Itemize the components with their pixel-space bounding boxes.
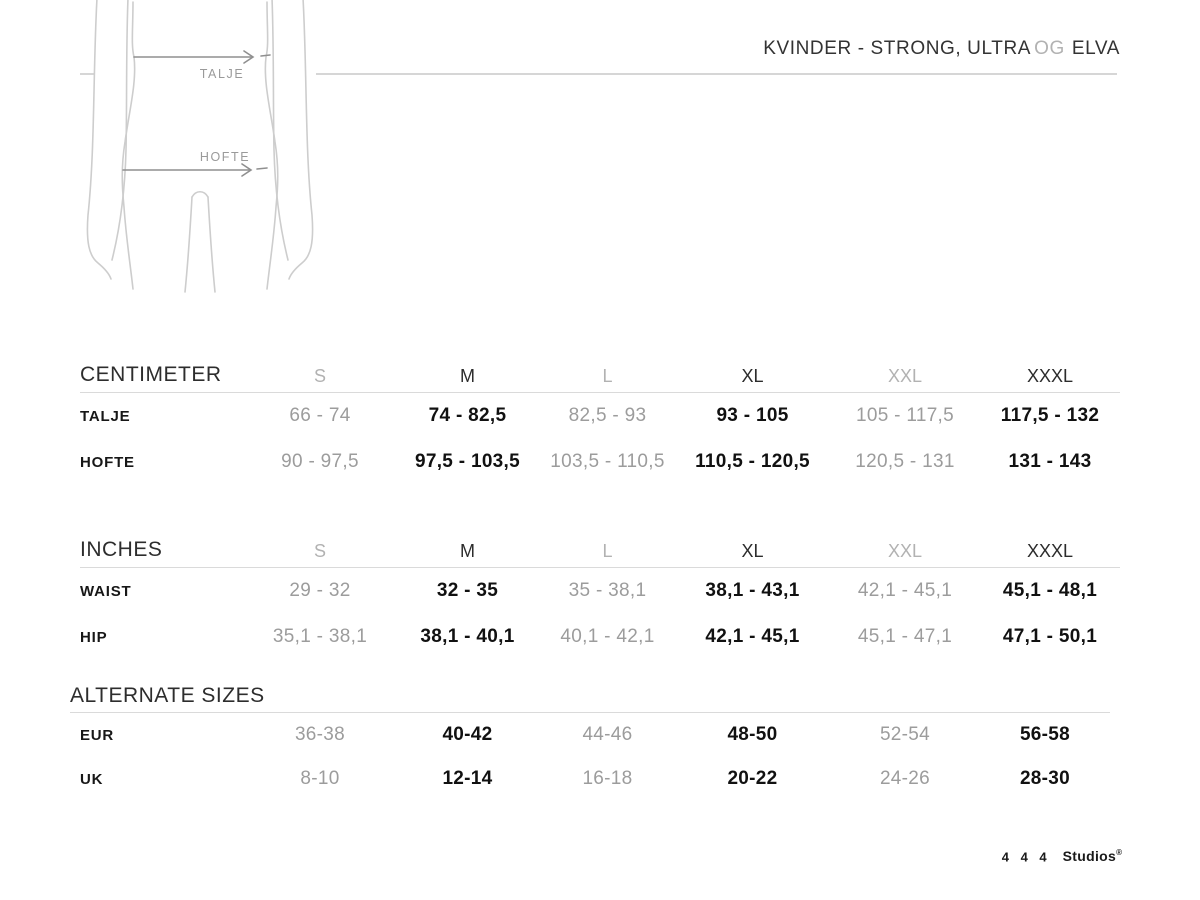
brand-logo-444: 4 4 4 xyxy=(1001,849,1051,865)
hip-arrow-label: HOFTE xyxy=(200,150,250,164)
row-label: HOFTE xyxy=(80,453,135,471)
column-header-xxl: XXL xyxy=(887,541,923,561)
column-header-xl: XL xyxy=(741,541,764,561)
value-cell: 36-38 xyxy=(294,724,346,745)
column-header-xxxl: XXXL xyxy=(1026,541,1074,561)
body-measurement-diagram: TALJE HOFTE xyxy=(86,0,314,293)
title-main: KVINDER - STRONG, ULTRA xyxy=(763,38,1032,59)
value-cell: 28-30 xyxy=(1019,768,1071,789)
value-cell: 12-14 xyxy=(442,768,493,789)
table-row-uk: UK 8-10 12-14 16-18 20-22 24-26 28-30 xyxy=(70,757,1110,801)
row-label: UK xyxy=(80,770,104,788)
table-row-talje: TALJE 66 - 74 74 - 82,5 82,5 - 93 93 - 1… xyxy=(80,393,1120,439)
hip-arrow xyxy=(122,163,268,177)
title-og: OG xyxy=(1034,38,1065,59)
value-cell: 90 - 97,5 xyxy=(281,451,359,472)
page-title: KVINDER - STRONG, ULTRA OG ELVA xyxy=(763,38,1120,60)
centimeter-table: CENTIMETER S M L XL XXL XXXL TALJE 66 - … xyxy=(80,357,1120,485)
table-row-eur: EUR 36-38 40-42 44-46 48-50 52-54 56-58 xyxy=(70,713,1110,757)
value-cell: 29 - 32 xyxy=(289,580,351,601)
waist-arrow-label: TALJE xyxy=(200,67,245,81)
alternate-sizes-table: ALTERNATE SIZES EUR 36-38 40-42 44-46 48… xyxy=(70,684,1110,801)
value-cell: 16-18 xyxy=(582,768,633,789)
value-cell: 93 - 105 xyxy=(716,405,789,426)
value-cell: 40-42 xyxy=(442,724,493,745)
top-divider-line xyxy=(316,73,1117,75)
title-collection: ELVA xyxy=(1071,38,1120,59)
value-cell: 82,5 - 93 xyxy=(568,405,647,426)
inches-header-row: INCHES S M L XL XXL XXXL xyxy=(80,532,1120,568)
value-cell: 32 - 35 xyxy=(436,580,499,601)
value-cell: 66 - 74 xyxy=(289,405,351,426)
value-cell: 45,1 - 47,1 xyxy=(857,626,953,647)
alternate-sizes-header-row: ALTERNATE SIZES xyxy=(70,684,1110,713)
column-header-xxl: XXL xyxy=(887,366,923,386)
value-cell: 45,1 - 48,1 xyxy=(1002,580,1098,601)
value-cell: 97,5 - 103,5 xyxy=(414,451,520,472)
waist-arrow xyxy=(133,50,271,64)
value-cell: 35 - 38,1 xyxy=(568,580,647,601)
value-cell: 56-58 xyxy=(1019,724,1071,745)
table-row-hip: HIP 35,1 - 38,1 38,1 - 40,1 40,1 - 42,1 … xyxy=(80,614,1120,660)
value-cell: 38,1 - 43,1 xyxy=(705,580,800,601)
value-cell: 47,1 - 50,1 xyxy=(1002,626,1098,647)
centimeter-header-row: CENTIMETER S M L XL XXL XXXL xyxy=(80,357,1120,393)
column-header-l: L xyxy=(602,366,613,386)
value-cell: 105 - 117,5 xyxy=(855,405,955,426)
value-cell: 38,1 - 40,1 xyxy=(420,626,515,647)
value-cell: 52-54 xyxy=(879,724,931,745)
row-label: EUR xyxy=(80,726,115,744)
value-cell: 103,5 - 110,5 xyxy=(550,451,665,472)
torso-outline-illustration xyxy=(86,0,314,293)
value-cell: 44-46 xyxy=(582,724,633,745)
value-cell: 74 - 82,5 xyxy=(428,405,507,426)
column-header-l: L xyxy=(602,541,613,561)
value-cell: 131 - 143 xyxy=(1008,451,1092,472)
table-row-hofte: HOFTE 90 - 97,5 97,5 - 103,5 103,5 - 110… xyxy=(80,439,1120,485)
brand-logo-studios: Studios xyxy=(1062,848,1117,865)
inches-table: INCHES S M L XL XXL XXXL WAIST 29 - 32 3… xyxy=(80,532,1120,660)
top-divider-dash xyxy=(80,73,95,75)
value-cell: 117,5 - 132 xyxy=(1000,405,1100,426)
row-label: TALJE xyxy=(80,407,131,425)
table-row-waist: WAIST 29 - 32 32 - 35 35 - 38,1 38,1 - 4… xyxy=(80,568,1120,614)
column-header-m: M xyxy=(460,541,475,561)
alternate-sizes-title: ALTERNATE SIZES xyxy=(70,684,265,707)
column-header-s: S xyxy=(313,366,326,386)
column-header-xl: XL xyxy=(741,366,764,386)
registered-trademark-icon: ® xyxy=(1116,848,1122,857)
value-cell: 42,1 - 45,1 xyxy=(705,626,800,647)
inches-table-title: INCHES xyxy=(80,538,163,561)
row-label: HIP xyxy=(80,628,108,646)
value-cell: 40,1 - 42,1 xyxy=(560,626,655,647)
value-cell: 120,5 - 131 xyxy=(855,451,955,472)
value-cell: 35,1 - 38,1 xyxy=(272,626,368,647)
row-label: WAIST xyxy=(80,582,132,600)
column-header-xxxl: XXXL xyxy=(1026,366,1074,386)
value-cell: 8-10 xyxy=(300,768,340,789)
value-cell: 20-22 xyxy=(727,768,778,789)
value-cell: 110,5 - 120,5 xyxy=(695,451,810,472)
value-cell: 24-26 xyxy=(879,768,931,789)
column-header-s: S xyxy=(313,541,326,561)
brand-footer: 4 4 4 Studios® xyxy=(1002,848,1122,866)
centimeter-table-title: CENTIMETER xyxy=(80,363,222,386)
column-header-m: M xyxy=(460,366,475,386)
value-cell: 42,1 - 45,1 xyxy=(857,580,953,601)
value-cell: 48-50 xyxy=(727,724,778,745)
